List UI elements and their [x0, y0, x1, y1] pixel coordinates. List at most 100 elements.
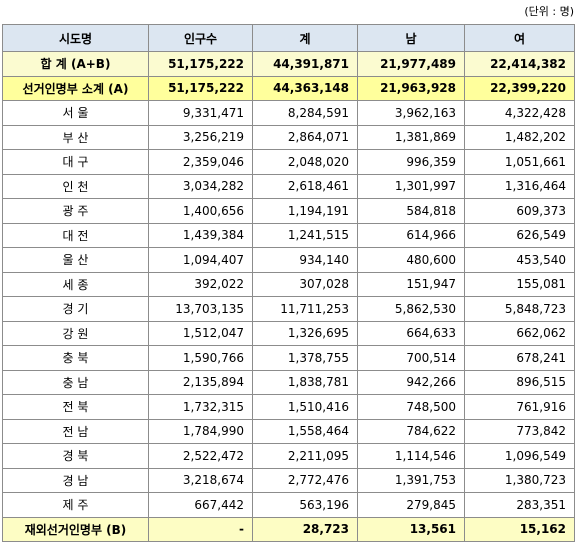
header-cell: 시도명: [2, 24, 149, 52]
number-cell: 1,439,384: [148, 222, 253, 248]
number-cell: -: [148, 516, 253, 542]
region-cell: 부 산: [2, 124, 149, 150]
table-row: 전 남 1,784,990 1,558,464 784,622 773,842: [2, 418, 575, 444]
region-cell: 광 주: [2, 198, 149, 224]
table-row: 충 남 2,135,894 1,838,781 942,266 896,515: [2, 369, 575, 395]
table-body: 합 계 (A+B) 51,175,222 44,391,871 21,977,489 2…: [2, 51, 575, 542]
number-cell: 584,818: [357, 198, 465, 224]
number-cell: 3,256,219: [148, 124, 253, 150]
number-cell: 1,194,191: [252, 198, 358, 224]
table-row: 경 남 3,218,674 2,772,476 1,391,753 1,380,723: [2, 467, 575, 493]
population-table: 시도명 인구수 계 남 여 합 계 (A+B) 51,175,222 44,391,871 2…: [2, 24, 575, 542]
header-cell: 인구수: [148, 24, 253, 52]
number-cell: 283,351: [464, 492, 575, 518]
region-cell: 재외선거인명부 (B): [2, 516, 149, 542]
number-cell: 392,022: [148, 271, 253, 297]
number-cell: 748,500: [357, 394, 465, 420]
table-row: 부 산 3,256,219 2,864,071 1,381,869 1,482,202: [2, 124, 575, 150]
number-cell: 11,711,253: [252, 296, 358, 322]
number-cell: 1,378,755: [252, 345, 358, 371]
number-cell: 1,301,997: [357, 173, 465, 199]
table-row: 경 기 13,703,135 11,711,253 5,862,530 5,848,72…: [2, 296, 575, 322]
number-cell: 1,381,869: [357, 124, 465, 150]
table-row: 인 천 3,034,282 2,618,461 1,301,997 1,316,464: [2, 173, 575, 199]
region-cell: 울 산: [2, 247, 149, 273]
number-cell: 1,380,723: [464, 467, 575, 493]
number-cell: 700,514: [357, 345, 465, 371]
region-cell: 강 원: [2, 320, 149, 346]
number-cell: 279,845: [357, 492, 465, 518]
number-cell: 667,442: [148, 492, 253, 518]
number-cell: 996,359: [357, 149, 465, 175]
table-row: 울 산 1,094,407 934,140 480,600 453,540: [2, 247, 575, 273]
number-cell: 1,784,990: [148, 418, 253, 444]
number-cell: 22,399,220: [464, 75, 575, 101]
region-cell: 대 전: [2, 222, 149, 248]
region-cell: 충 북: [2, 345, 149, 371]
number-cell: 3,034,282: [148, 173, 253, 199]
number-cell: 155,081: [464, 271, 575, 297]
region-cell: 경 기: [2, 296, 149, 322]
table-row: 전 북 1,732,315 1,510,416 748,500 761,916: [2, 394, 575, 420]
region-cell: 인 천: [2, 173, 149, 199]
region-cell: 경 남: [2, 467, 149, 493]
table-row: 선거인명부 소계 (A) 51,175,222 44,363,148 21,963,9…: [2, 75, 575, 101]
table-row: 광 주 1,400,656 1,194,191 584,818 609,373: [2, 198, 575, 224]
number-cell: 22,414,382: [464, 51, 575, 77]
number-cell: 1,400,656: [148, 198, 253, 224]
number-cell: 44,391,871: [252, 51, 358, 77]
number-cell: 2,522,472: [148, 443, 253, 469]
number-cell: 1,512,047: [148, 320, 253, 346]
number-cell: 662,062: [464, 320, 575, 346]
number-cell: 13,703,135: [148, 296, 253, 322]
number-cell: 563,196: [252, 492, 358, 518]
number-cell: 896,515: [464, 369, 575, 395]
number-cell: 453,540: [464, 247, 575, 273]
number-cell: 51,175,222: [148, 51, 253, 77]
table-row: 강 원 1,512,047 1,326,695 664,633 662,062: [2, 320, 575, 346]
number-cell: 5,862,530: [357, 296, 465, 322]
table-row: 대 구 2,359,046 2,048,020 996,359 1,051,661: [2, 149, 575, 175]
number-cell: 2,135,894: [148, 369, 253, 395]
number-cell: 5,848,723: [464, 296, 575, 322]
number-cell: 28,723: [252, 516, 358, 542]
number-cell: 151,947: [357, 271, 465, 297]
number-cell: 21,977,489: [357, 51, 465, 77]
number-cell: 1,510,416: [252, 394, 358, 420]
region-cell: 합 계 (A+B): [2, 51, 149, 77]
region-cell: 서 울: [2, 100, 149, 126]
region-cell: 대 구: [2, 149, 149, 175]
number-cell: 9,331,471: [148, 100, 253, 126]
number-cell: 942,266: [357, 369, 465, 395]
number-cell: 1,326,695: [252, 320, 358, 346]
region-cell: 세 종: [2, 271, 149, 297]
number-cell: 1,482,202: [464, 124, 575, 150]
region-cell: 경 북: [2, 443, 149, 469]
table-row: 충 북 1,590,766 1,378,755 700,514 678,241: [2, 345, 575, 371]
table-row: 서 울 9,331,471 8,284,591 3,962,163 4,322,428: [2, 100, 575, 126]
number-cell: 934,140: [252, 247, 358, 273]
number-cell: 1,051,661: [464, 149, 575, 175]
number-cell: 4,322,428: [464, 100, 575, 126]
region-cell: 제 주: [2, 492, 149, 518]
number-cell: 21,963,928: [357, 75, 465, 101]
table-row: 세 종 392,022 307,028 151,947 155,081: [2, 271, 575, 297]
number-cell: 664,633: [357, 320, 465, 346]
header-cell: 여: [464, 24, 575, 52]
number-cell: 2,359,046: [148, 149, 253, 175]
number-cell: 1,094,407: [148, 247, 253, 273]
number-cell: 44,363,148: [252, 75, 358, 101]
header-cell: 남: [357, 24, 465, 52]
number-cell: 1,391,753: [357, 467, 465, 493]
region-cell: 전 북: [2, 394, 149, 420]
number-cell: 761,916: [464, 394, 575, 420]
header-row: 시도명 인구수 계 남 여: [2, 24, 575, 52]
number-cell: 51,175,222: [148, 75, 253, 101]
number-cell: 2,618,461: [252, 173, 358, 199]
table-row: 재외선거인명부 (B) -28,723 13,561 15,162: [2, 516, 575, 542]
table-row: 제 주 667,442 563,196 279,845 283,351: [2, 492, 575, 518]
table-row: 경 북 2,522,472 2,211,095 1,114,546 1,096,549: [2, 443, 575, 469]
number-cell: 2,211,095: [252, 443, 358, 469]
number-cell: 1,114,546: [357, 443, 465, 469]
